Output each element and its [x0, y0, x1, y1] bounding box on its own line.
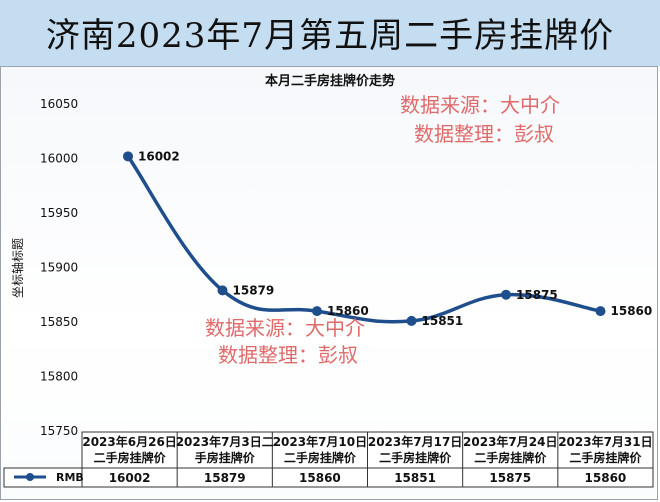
- category-label: 2023年6月26日: [82, 434, 176, 449]
- banner: 济南2023年7月第五周二手房挂牌价: [0, 0, 660, 66]
- data-point: [217, 285, 228, 296]
- category-label: 2023年7月31日: [558, 434, 652, 449]
- data-label: 15879: [233, 283, 275, 297]
- category-label: 二手房挂牌价: [569, 450, 642, 465]
- watermark-source-top: 数据来源：大中介: [400, 93, 560, 117]
- legend-label: RMB: [56, 471, 84, 484]
- table-value: 15860: [585, 471, 627, 485]
- data-label: 15860: [327, 304, 369, 318]
- category-label: 二手房挂牌价: [94, 450, 167, 465]
- table-value: 15851: [394, 471, 436, 485]
- table-value: 16002: [109, 471, 151, 485]
- y-tick-label: 15950: [40, 206, 78, 220]
- data-label: 15860: [611, 304, 653, 318]
- y-tick-label: 15800: [40, 370, 78, 384]
- category-label: 二手房挂牌价: [284, 450, 357, 465]
- data-point: [501, 289, 511, 300]
- y-tick-label: 15750: [40, 424, 78, 438]
- banner-title: 济南2023年7月第五周二手房挂牌价: [45, 16, 615, 56]
- watermark-author-top: 数据整理：彭叔: [414, 122, 554, 146]
- data-point: [406, 315, 417, 326]
- y-tick-label: 16050: [40, 97, 78, 111]
- data-point: [312, 306, 322, 317]
- chart-frame: [0, 66, 658, 500]
- data-label: 15851: [422, 314, 464, 328]
- y-tick-label: 16000: [40, 152, 78, 166]
- y-tick-label: 15900: [40, 261, 78, 275]
- table-value: 15879: [204, 471, 246, 485]
- data-point: [595, 306, 606, 317]
- category-label: 2023年7月24日: [463, 434, 557, 449]
- data-label: 15875: [516, 288, 558, 302]
- table-value: 15875: [489, 471, 531, 485]
- data-label: 16002: [138, 149, 180, 163]
- watermark-source-middle: 数据来源：大中介: [205, 316, 365, 340]
- category-label: 手房挂牌价: [195, 450, 256, 465]
- category-label: 2023年7月3日二: [176, 434, 274, 449]
- y-tick-label: 15850: [40, 315, 78, 329]
- y-axis-label: 坐标轴标题: [10, 238, 25, 298]
- data-point: [123, 151, 133, 162]
- category-label: 2023年7月17日: [368, 434, 462, 449]
- category-label: 二手房挂牌价: [474, 450, 547, 465]
- category-label: 2023年7月10日: [273, 434, 367, 449]
- watermark-author-middle: 数据整理：彭叔: [218, 343, 358, 367]
- legend-marker: [26, 473, 34, 481]
- chart-title: 本月二手房挂牌价走势: [265, 73, 395, 89]
- table-value: 15860: [299, 471, 341, 485]
- category-label: 二手房挂牌价: [379, 450, 452, 465]
